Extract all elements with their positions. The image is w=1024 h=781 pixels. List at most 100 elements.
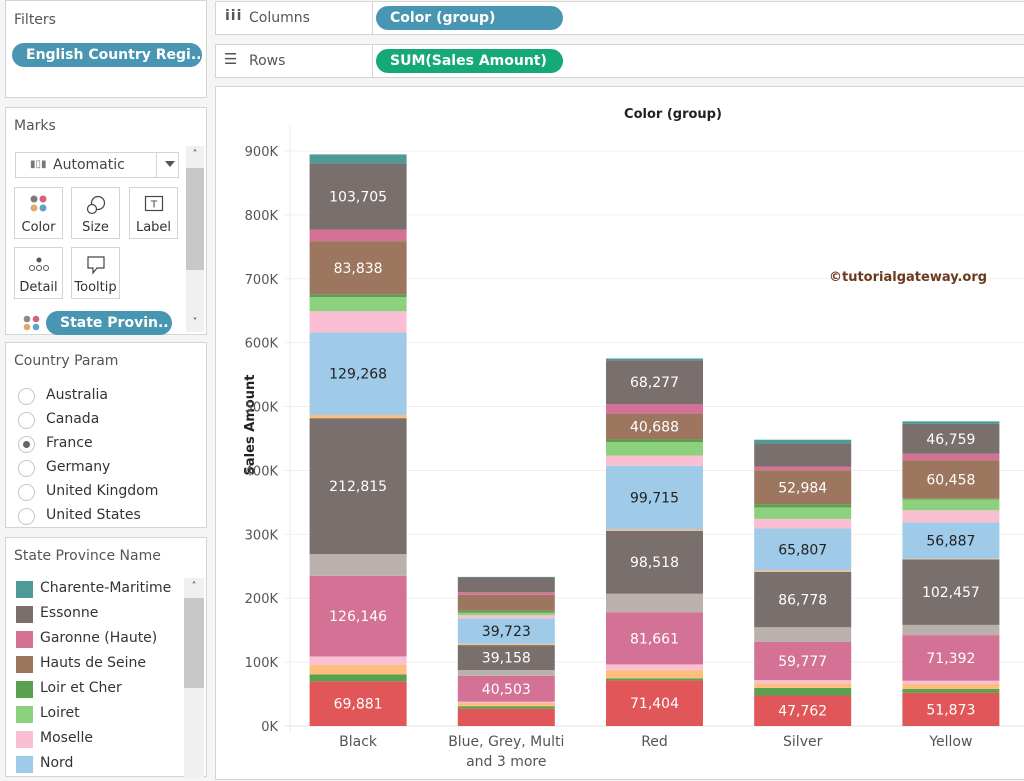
bar-segment[interactable] <box>754 466 852 471</box>
bar-segment[interactable] <box>457 703 555 707</box>
marks-detail-button[interactable]: Detail <box>14 247 63 299</box>
bar-segment[interactable] <box>309 656 407 665</box>
marks-size-button[interactable]: Size <box>71 187 120 239</box>
bar-segment[interactable] <box>902 558 1000 560</box>
bar-segment[interactable] <box>606 593 703 613</box>
bar-segment[interactable] <box>754 507 852 519</box>
bar-segment[interactable] <box>309 674 407 682</box>
bar-segment[interactable] <box>457 612 555 616</box>
bar-silver[interactable]: 47,762 59,777 86,778 65,807 52,984 <box>754 439 852 726</box>
bar-segment[interactable] <box>902 460 1000 499</box>
bar-segment[interactable] <box>902 624 1000 636</box>
marks-scroll-thumb[interactable] <box>186 168 204 270</box>
scroll-up-icon[interactable]: ˄ <box>191 581 197 592</box>
radio-button[interactable] <box>18 484 35 501</box>
bar-segment[interactable] <box>309 418 407 555</box>
bar-segment[interactable] <box>309 229 407 242</box>
radio-button[interactable] <box>18 412 35 429</box>
bar-segment[interactable] <box>309 154 407 164</box>
marks-label-button[interactable]: T Label <box>129 187 178 239</box>
bar-segment[interactable] <box>754 504 852 508</box>
bar-segment[interactable] <box>457 618 555 644</box>
bar-segment[interactable] <box>902 522 1000 559</box>
scroll-up-icon[interactable]: ˄ <box>192 149 198 160</box>
bar-segment[interactable] <box>606 530 703 594</box>
bar-segment[interactable] <box>754 518 852 529</box>
scroll-down-icon[interactable]: ˅ <box>192 317 198 328</box>
bar-segment[interactable] <box>309 241 407 295</box>
bar-segment[interactable] <box>606 360 703 405</box>
bar-segment[interactable] <box>754 627 852 642</box>
bar-segment[interactable] <box>457 701 555 703</box>
bar-segment[interactable] <box>457 675 555 702</box>
bar-segment[interactable] <box>902 680 1000 684</box>
bar-black[interactable]: 69,881 126,146 212,815 129,268 83,838 103,705 <box>309 154 407 726</box>
bar-segment[interactable] <box>457 708 555 726</box>
bar-segment[interactable] <box>902 498 1000 500</box>
bar-segment[interactable] <box>754 683 852 688</box>
bar-segment[interactable] <box>309 554 407 576</box>
bar-segment[interactable] <box>902 510 1000 523</box>
bar-segment[interactable] <box>457 615 555 619</box>
bar-segment[interactable] <box>309 294 407 298</box>
legend-scroll-thumb[interactable] <box>184 598 204 688</box>
bar-segment[interactable] <box>606 404 703 414</box>
bar-segment[interactable] <box>754 571 852 628</box>
bar-segment[interactable] <box>457 706 555 709</box>
legend-scrollbar[interactable]: ˄ <box>184 578 204 778</box>
marks-scrollbar[interactable]: ˄ ˅ <box>186 146 204 332</box>
bar-segment[interactable] <box>606 680 703 726</box>
bar-segment[interactable] <box>606 465 703 530</box>
bar-segment[interactable] <box>309 163 407 230</box>
bar-segment[interactable] <box>754 439 852 444</box>
bar-segment[interactable] <box>754 641 852 681</box>
bar-segment[interactable] <box>457 576 555 578</box>
bar-segment[interactable] <box>457 577 555 593</box>
marks-field-pill-state-province[interactable]: State Provin.. <box>46 311 172 335</box>
radio-button[interactable] <box>18 460 35 477</box>
bar-blue-grey-multi-and-3-more[interactable]: 40,503 39,158 39,723 <box>457 576 555 726</box>
bar-segment[interactable] <box>606 455 703 466</box>
bar-segment[interactable] <box>902 559 1000 625</box>
mark-type-dropdown[interactable]: ▮▯▮ Automatic <box>15 152 179 178</box>
bar-segment[interactable] <box>754 695 852 726</box>
bar-segment[interactable] <box>457 592 555 595</box>
bar-segment[interactable] <box>606 670 703 679</box>
bar-segment[interactable] <box>309 311 407 333</box>
bar-segment[interactable] <box>754 680 852 684</box>
marks-tooltip-button[interactable]: Tooltip <box>71 247 120 299</box>
bar-red[interactable]: 71,404 81,661 98,518 99,715 40,688 68,277 <box>606 358 703 726</box>
bar-segment[interactable] <box>902 683 1000 690</box>
bar-segment[interactable] <box>309 681 407 726</box>
bar-yellow[interactable]: 51,873 71,392 102,457 56,887 60,458 46,759 <box>902 421 1000 726</box>
bar-segment[interactable] <box>309 332 407 415</box>
bar-segment[interactable] <box>754 443 852 467</box>
radio-button-selected[interactable] <box>18 436 35 453</box>
bar-segment[interactable] <box>902 635 1000 681</box>
marks-color-button[interactable]: Color <box>14 187 63 239</box>
radio-button[interactable] <box>18 388 35 405</box>
bar-segment[interactable] <box>606 529 703 531</box>
bar-segment[interactable] <box>754 570 852 572</box>
bar-segment[interactable] <box>754 687 852 696</box>
bar-segment[interactable] <box>309 414 407 419</box>
bar-segment[interactable] <box>606 442 703 456</box>
bar-segment[interactable] <box>457 594 555 611</box>
bar-segment[interactable] <box>902 689 1000 693</box>
bar-segment[interactable] <box>902 692 1000 726</box>
bar-segment[interactable] <box>309 575 407 657</box>
bar-segment[interactable] <box>902 453 1000 461</box>
columns-pill-color-group[interactable]: Color (group) <box>376 6 563 30</box>
bar-segment[interactable] <box>902 423 1000 454</box>
bar-segment[interactable] <box>457 645 555 671</box>
bar-segment[interactable] <box>309 297 407 312</box>
bar-segment[interactable] <box>606 612 703 665</box>
bar-segment[interactable] <box>606 678 703 681</box>
filter-pill-english-country-region[interactable]: English Country Regi.. <box>12 43 202 67</box>
bar-segment[interactable] <box>902 421 1000 424</box>
bar-segment[interactable] <box>309 664 407 675</box>
rows-pill-sum-sales-amount[interactable]: SUM(Sales Amount) <box>376 49 563 73</box>
bar-segment[interactable] <box>457 610 555 613</box>
bar-segment[interactable] <box>902 499 1000 511</box>
radio-button[interactable] <box>18 508 35 525</box>
